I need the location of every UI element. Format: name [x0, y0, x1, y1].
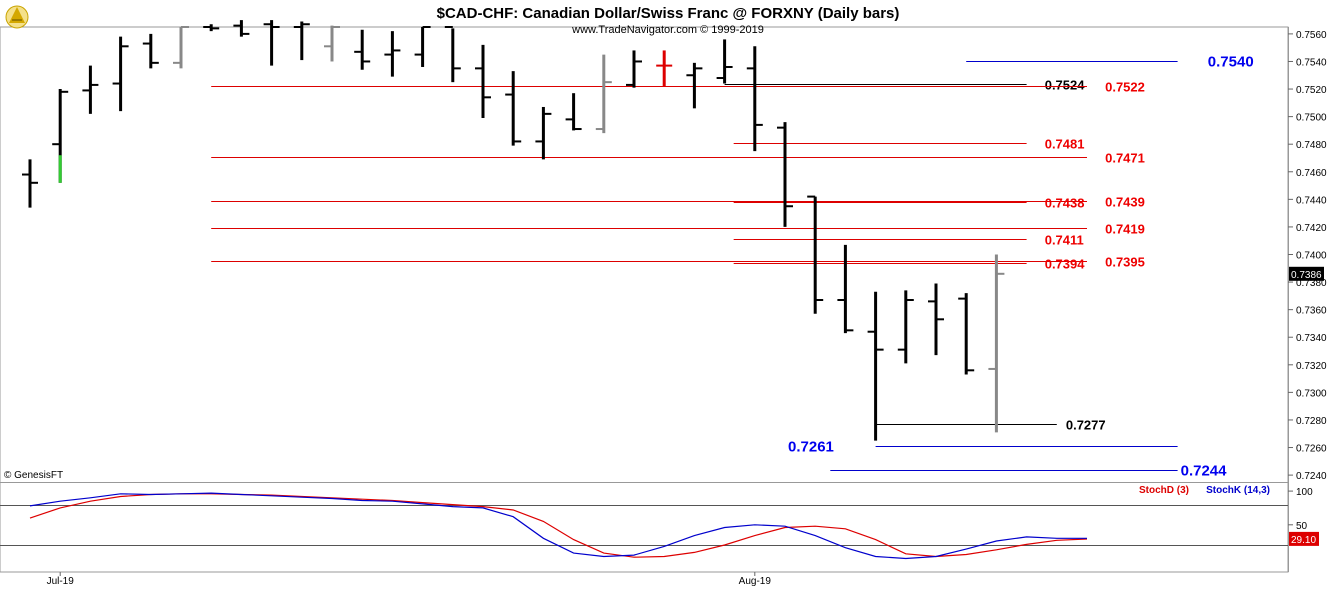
price-bar — [82, 65, 99, 114]
price-tick-label: 0.7540 — [1296, 57, 1327, 68]
chart-title: $CAD-CHF: Canadian Dollar/Swiss Franc @ … — [437, 5, 900, 22]
price-bar — [444, 26, 461, 83]
price-bar — [384, 31, 401, 77]
price-bar — [52, 89, 69, 183]
level-label: 0.7439 — [1105, 195, 1145, 210]
price-tick-label: 0.7340 — [1296, 333, 1327, 344]
price-tick-label: 0.7380 — [1296, 278, 1327, 289]
price-tick-label: 0.7520 — [1296, 85, 1327, 96]
level-label: 0.7244 — [1181, 463, 1228, 480]
date-axis: Jul-19 Aug-19 — [47, 572, 772, 587]
price-tick-label: 0.7480 — [1296, 140, 1327, 151]
price-tick-label: 0.7440 — [1296, 195, 1327, 206]
price-bar — [928, 283, 944, 356]
price-axis: 0.7560 0.7540 0.7520 0.7500 0.7480 0.7460 0.74… — [1288, 30, 1327, 482]
stochastic-legend: StochK (14,3) StochD (3) — [1139, 485, 1270, 496]
legend-stochd: StochD (3) — [1139, 485, 1189, 496]
level-label: 0.7411 — [1045, 233, 1084, 248]
price-tick-label: 0.7400 — [1296, 251, 1327, 262]
price-bar — [565, 93, 582, 131]
price-tick-label: 0.7560 — [1296, 30, 1327, 41]
plot-frame — [0, 26, 1289, 573]
price-bar — [475, 44, 491, 118]
price-bar — [686, 62, 703, 109]
stochastic-last-label: 29.10 — [1291, 535, 1316, 546]
last-price-marker: 0.7386 — [1289, 266, 1324, 281]
price-bar — [777, 122, 793, 227]
price-tick-label: 0.7360 — [1296, 306, 1327, 317]
chart-subtitle: www.TradeNavigator.com © 1999-2019 — [571, 24, 764, 36]
stochastic-axis: 100 50 29.10 — [1288, 487, 1319, 546]
level-label: 0.7277 — [1066, 418, 1106, 433]
level-lines: 0.7540 0.7524 0.7522 0.7481 0.7471 0.7439 0.74… — [211, 54, 1254, 480]
price-bar — [414, 26, 431, 67]
price-bar — [142, 33, 159, 69]
price-bar — [626, 50, 642, 88]
price-bar — [22, 159, 38, 208]
stochastic-last-box — [1289, 531, 1319, 546]
price-bar — [354, 29, 371, 70]
date-tick-label: Aug-19 — [739, 576, 772, 587]
price-tick-label: 0.7300 — [1296, 388, 1327, 399]
level-label: 0.7481 — [1045, 137, 1085, 152]
price-bar — [233, 20, 250, 37]
level-label: 0.7540 — [1208, 54, 1254, 71]
last-price-label: 0.7386 — [1291, 270, 1322, 281]
genesis-logo-icon — [5, 5, 29, 29]
price-bars — [22, 20, 1005, 441]
price-bar — [746, 46, 763, 152]
price-tick-label: 0.7420 — [1296, 223, 1327, 234]
stochastic-tick-label: 50 — [1296, 521, 1308, 532]
level-label: 0.7419 — [1105, 222, 1145, 237]
price-bar — [505, 71, 522, 146]
price-bar — [535, 106, 552, 160]
price-tick-label: 0.7500 — [1296, 113, 1327, 124]
level-label: 0.7471 — [1105, 151, 1145, 166]
price-tick-label: 0.7320 — [1296, 361, 1327, 372]
stochastic-series-line — [29, 492, 1087, 560]
price-bar — [293, 21, 310, 61]
level-label: 0.7261 — [788, 439, 834, 456]
date-tick-label: Jul-19 — [47, 576, 75, 587]
price-tick-label: 0.7260 — [1296, 444, 1327, 455]
price-bar — [112, 36, 129, 112]
level-label: 0.7395 — [1105, 255, 1145, 270]
price-bar — [595, 54, 612, 134]
price-bar — [173, 26, 189, 69]
price-tick-label: 0.7280 — [1296, 416, 1327, 427]
price-bar — [324, 25, 340, 62]
price-tick-label: 0.7240 — [1296, 471, 1327, 482]
price-tick-label: 0.7460 — [1296, 168, 1327, 179]
price-bar — [867, 291, 884, 441]
price-bar — [837, 244, 854, 334]
price-bar — [263, 20, 280, 66]
watermark-label: © GenesisFT — [4, 470, 63, 481]
price-bar — [897, 290, 914, 364]
level-label: 0.7522 — [1105, 80, 1145, 95]
legend-stochk: StochK (14,3) — [1206, 485, 1270, 496]
level-label: 0.7524 — [1045, 78, 1086, 93]
price-bar — [958, 293, 975, 375]
level-label: 0.7394 — [1045, 257, 1086, 272]
price-bar — [203, 24, 220, 32]
price-bar — [656, 50, 673, 87]
price-bar — [807, 195, 824, 314]
stochastic-tick-label: 100 — [1296, 487, 1313, 498]
level-label: 0.7438 — [1045, 196, 1085, 211]
price-bar — [716, 39, 733, 84]
last-price-box — [1289, 266, 1324, 281]
price-bar — [988, 254, 1005, 433]
stochastic-panel — [0, 492, 1288, 560]
